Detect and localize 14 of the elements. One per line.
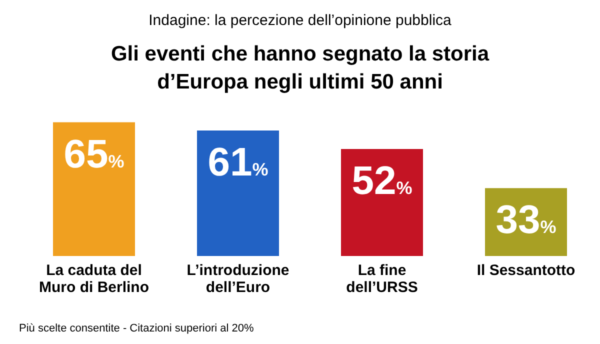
text: Più scelte consentite - Citazioni superiori al 20%	[19, 322, 254, 334]
chart-subtitle: Indagine: la percezione dell’opinione pubblica	[148, 12, 452, 29]
x-tick-label: L’introduzione dell’Euro	[186, 262, 290, 296]
data-label: 33%	[496, 198, 556, 242]
bar	[341, 149, 423, 256]
x-tick-label: La caduta del Muro di Berlino	[39, 262, 149, 296]
data-label: 52%	[352, 159, 412, 204]
x-tick-label: Il Sessantotto	[476, 262, 576, 279]
chart-title: Gli eventi che hanno segnato la storia d’Europa negli ultimi 50 anni	[110, 42, 490, 94]
data-label: 61%	[208, 140, 268, 185]
x-tick-label: La fine dell’URSS	[346, 262, 418, 296]
data-label: 65%	[64, 132, 124, 176]
bar	[53, 122, 135, 256]
bar	[197, 130, 279, 256]
